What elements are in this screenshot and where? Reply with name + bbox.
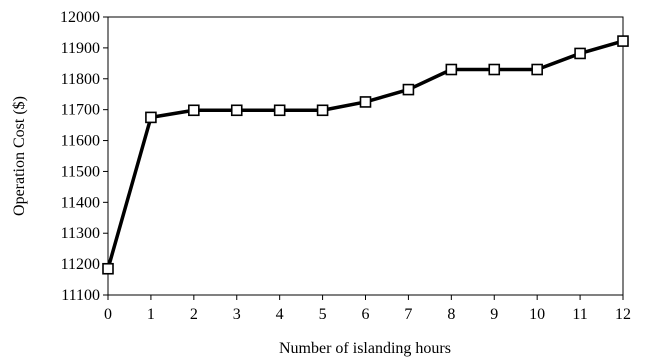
data-point-marker <box>102 262 114 275</box>
x-tick-label: 9 <box>490 306 498 323</box>
y-tick-label: 11200 <box>61 256 100 273</box>
data-point-marker <box>617 35 629 47</box>
x-tick-label: 7 <box>404 306 412 323</box>
y-tick-label: 11300 <box>61 225 100 242</box>
data-point-marker <box>273 104 286 117</box>
y-axis-title: Operation Cost ($) <box>11 96 28 216</box>
data-point-marker <box>531 63 543 76</box>
series-line <box>106 39 624 270</box>
x-tick-label: 2 <box>190 306 198 323</box>
y-tick-label: 11400 <box>61 194 100 211</box>
x-tick-label: 3 <box>233 306 241 323</box>
series-layer <box>102 35 629 275</box>
x-tick-label: 5 <box>319 306 327 323</box>
y-tick-label: 11700 <box>61 102 100 119</box>
data-point-marker <box>445 63 458 76</box>
data-point-marker <box>359 96 372 108</box>
x-tick-label: 11 <box>572 306 587 323</box>
y-tick-label: 12000 <box>60 9 100 26</box>
data-point-marker <box>488 63 501 76</box>
plot-area-frame <box>107 16 624 296</box>
data-point-marker <box>574 47 586 60</box>
data-point-marker <box>188 104 200 117</box>
y-tick-label: 11900 <box>61 40 100 57</box>
x-tick-label: 1 <box>147 306 155 323</box>
x-tick-label: 12 <box>615 306 631 323</box>
x-tick-label: 6 <box>362 306 370 323</box>
x-tick-label: 4 <box>276 306 284 323</box>
x-tick-label: 8 <box>447 306 455 323</box>
x-tick-label: 0 <box>104 306 112 323</box>
y-tick-label: 11800 <box>61 71 100 88</box>
y-tick-label: 11100 <box>61 287 100 304</box>
data-point-marker <box>316 104 329 117</box>
x-axis-ticks: 0 1 2 3 4 5 6 7 8 9 10 11 12 <box>104 295 631 323</box>
y-axis-ticks: 11100 11200 11300 11400 11500 11600 11700 11800… <box>60 9 108 304</box>
data-point-marker <box>230 104 243 117</box>
y-tick-label: 11600 <box>61 133 100 150</box>
data-point-marker <box>402 83 415 96</box>
x-tick-label: 10 <box>529 306 545 323</box>
y-tick-label: 11500 <box>61 163 100 180</box>
data-point-marker <box>145 111 157 124</box>
x-axis-title: Number of islanding hours <box>279 340 451 357</box>
